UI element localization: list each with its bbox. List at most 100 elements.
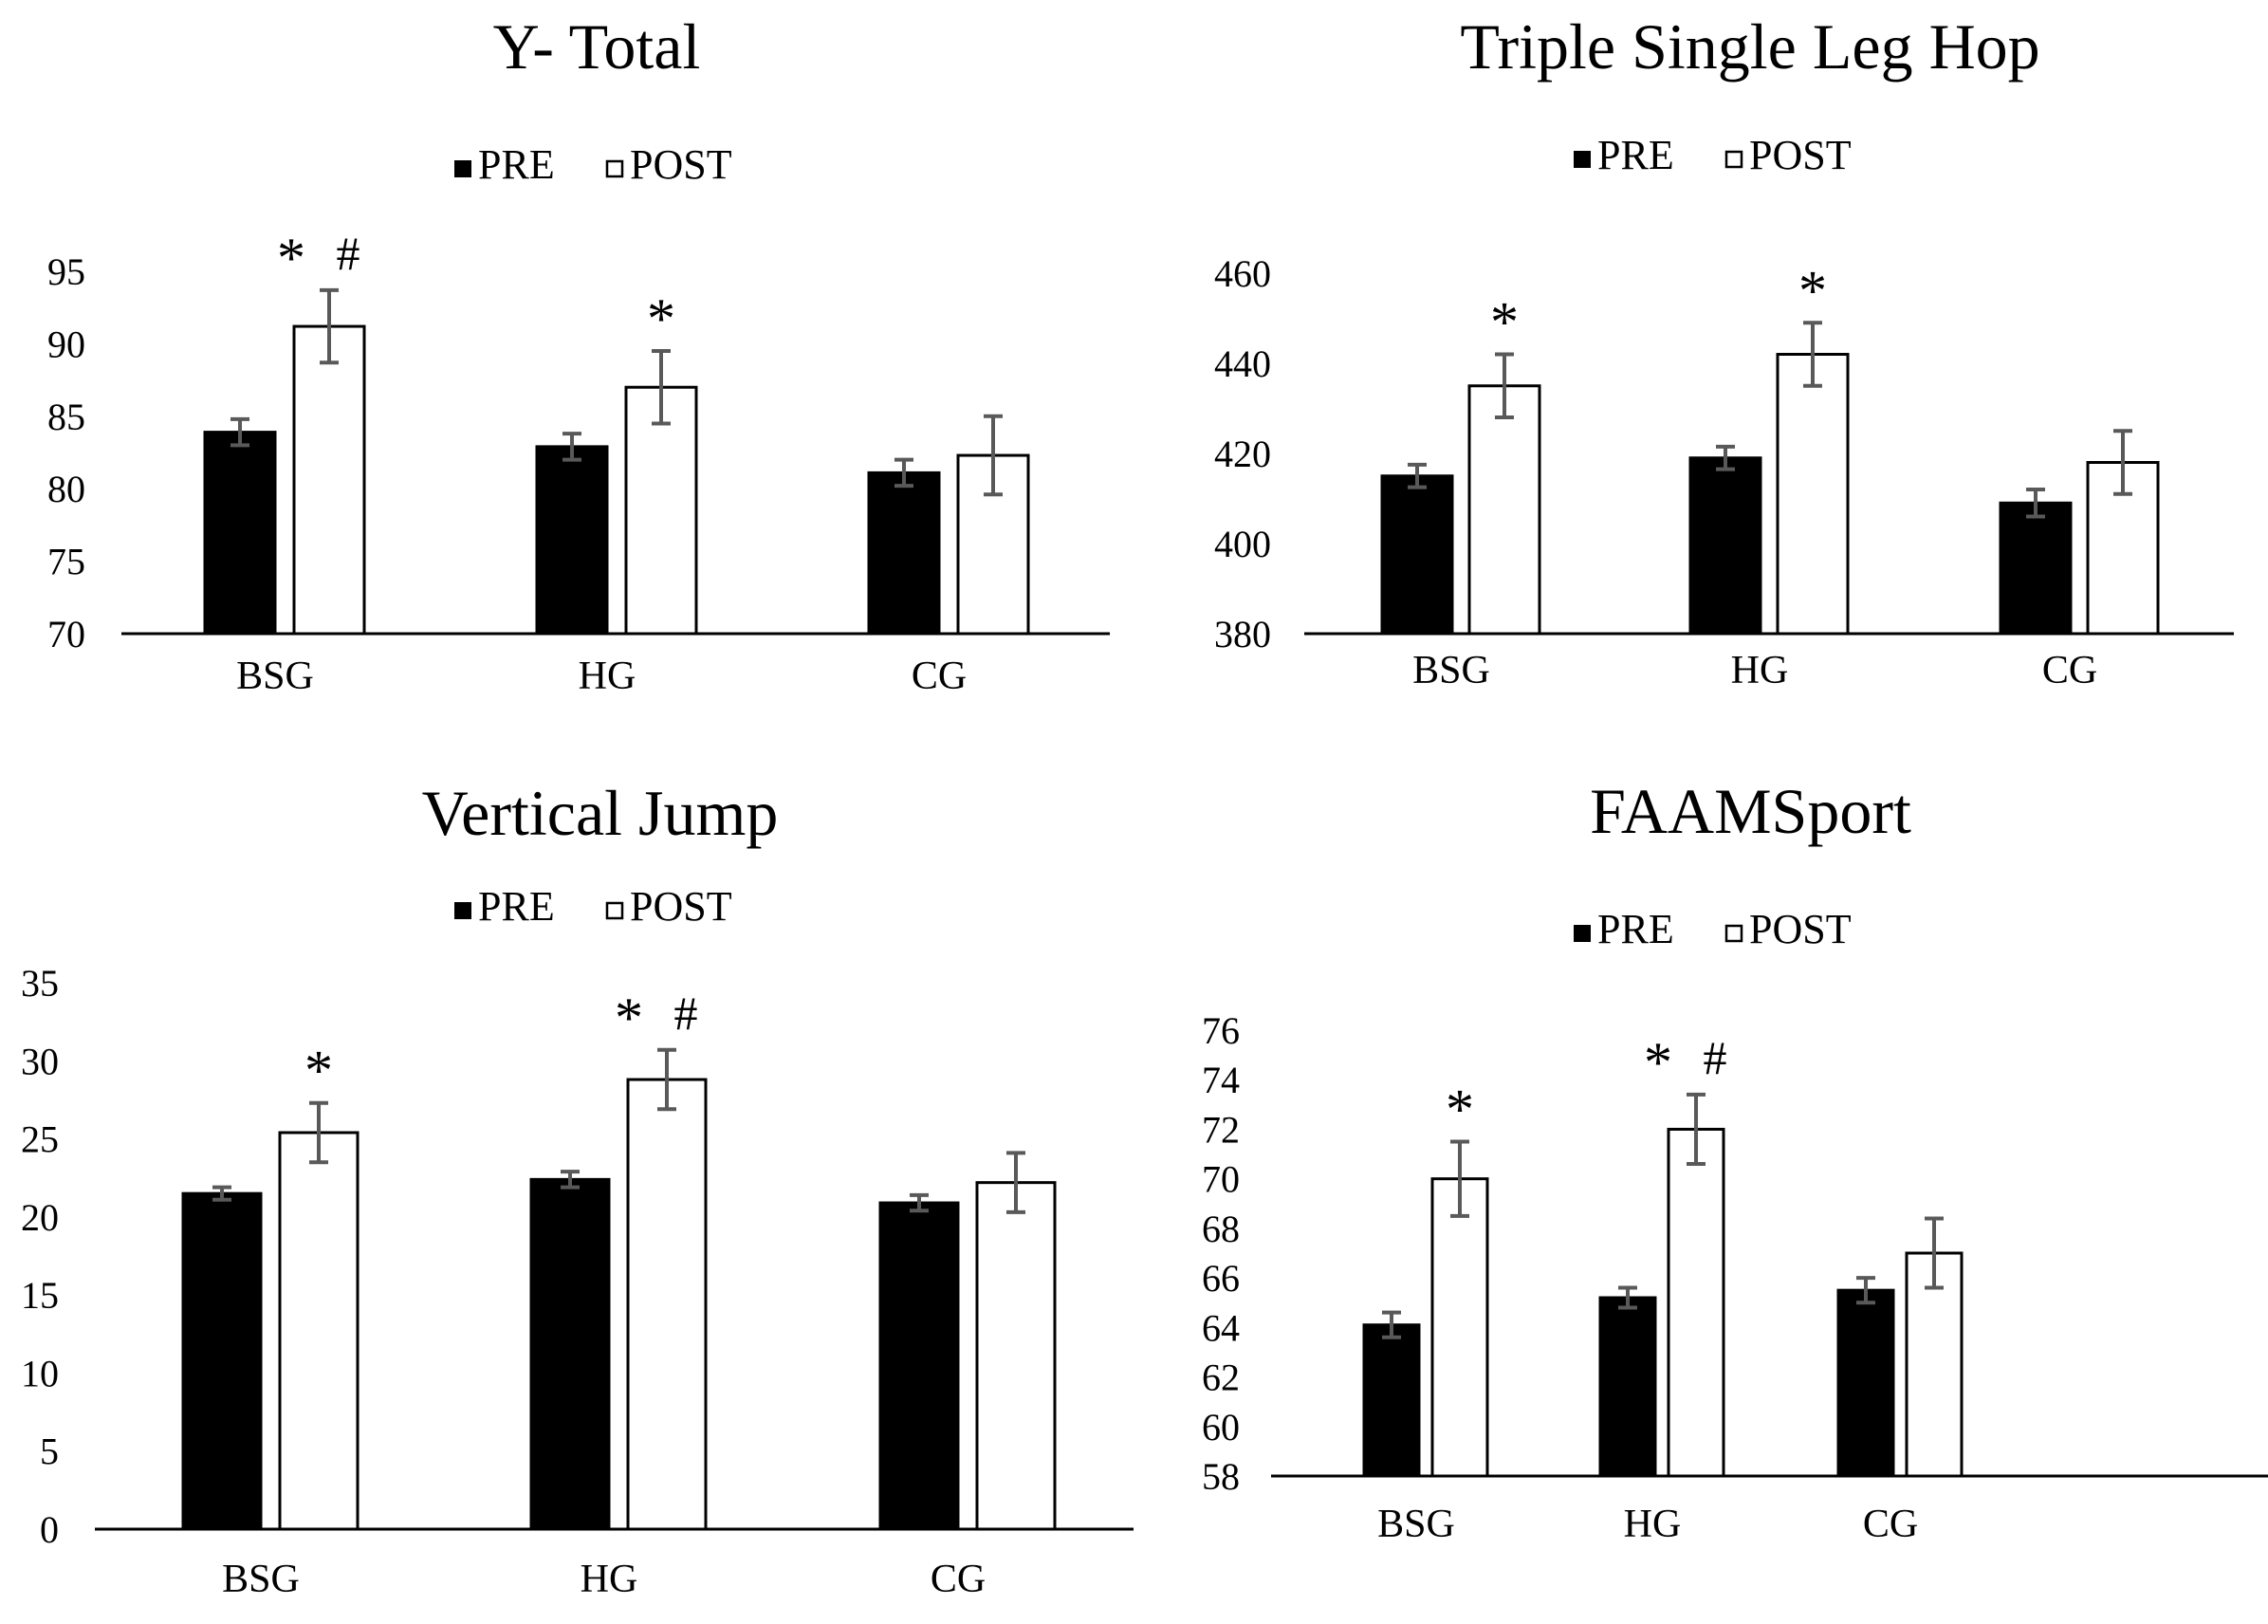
legend: PRE POST bbox=[1574, 906, 1852, 952]
x-category-label: HG bbox=[581, 1558, 638, 1601]
bar-post-bsg bbox=[292, 324, 366, 636]
error-bar-post-hg bbox=[652, 349, 671, 426]
y-tick-label: 0 bbox=[40, 1508, 59, 1551]
significance-star: * bbox=[1446, 1079, 1474, 1141]
error-bar-post-cg bbox=[1925, 1216, 1944, 1290]
y-tick-label: 68 bbox=[1202, 1208, 1240, 1250]
error-bar-pre-hg bbox=[561, 1170, 580, 1190]
chart-title: FAAMSport bbox=[1590, 775, 1911, 847]
y-tick-label: 58 bbox=[1202, 1455, 1240, 1498]
legend: PRE POST bbox=[454, 883, 732, 930]
x-category-label: CG bbox=[2042, 649, 2097, 692]
bar-post-bsg bbox=[1467, 384, 1541, 636]
error-bar-post-bsg bbox=[1450, 1139, 1469, 1218]
significance-hash: # bbox=[337, 227, 360, 280]
error-bar-post-cg bbox=[1006, 1151, 1025, 1214]
legend-swatch-pre bbox=[1574, 151, 1591, 168]
y-tick-label: 400 bbox=[1214, 523, 1271, 565]
legend-label-post: POST bbox=[1749, 906, 1852, 952]
y-tick-label: 85 bbox=[47, 396, 85, 438]
error-bar-pre-bsg bbox=[1382, 1310, 1401, 1339]
bar-pre-bsg bbox=[181, 1191, 263, 1531]
error-bar-post-hg bbox=[1687, 1092, 1706, 1166]
chart-panel-triple-single-leg-hop: Triple Single Leg Hop PRE POST 380 400 420 440… bbox=[1134, 0, 2268, 740]
y-tick-label: 70 bbox=[47, 613, 85, 655]
chart-title: Triple Single Leg Hop bbox=[1460, 10, 2039, 83]
legend-label-post: POST bbox=[1749, 132, 1852, 178]
y-tick-label: 95 bbox=[47, 250, 85, 293]
bar-post-hg bbox=[1776, 353, 1850, 636]
error-bar-post-hg bbox=[1803, 321, 1822, 388]
chart-panel-vertical-jump: Vertical Jump PRE POST 0 5 10 15 20 25 30 35 BSG HG C… bbox=[0, 759, 1134, 1624]
legend-swatch-pre bbox=[1574, 925, 1591, 942]
y-tick-label: 66 bbox=[1202, 1257, 1240, 1300]
legend: PRE POST bbox=[1574, 132, 1852, 178]
y-tick-label: 30 bbox=[21, 1040, 59, 1082]
legend-label-pre: PRE bbox=[478, 141, 555, 188]
chart-svg: FAAMSport PRE POST 58 60 62 64 66 68 70 72 74 76 BSG H… bbox=[1202, 775, 2268, 1546]
y-tick-label: 420 bbox=[1214, 433, 1271, 475]
bar-pre-cg bbox=[867, 471, 941, 636]
significance-star: * bbox=[1644, 1031, 1672, 1094]
legend: PRE POST bbox=[454, 141, 732, 188]
bar-post-bsg bbox=[1430, 1177, 1489, 1478]
x-category-label: BSG bbox=[222, 1558, 300, 1601]
y-tick-label: 70 bbox=[1202, 1158, 1240, 1201]
x-category-label: BSG bbox=[236, 655, 314, 698]
significance-hash: # bbox=[674, 987, 698, 1040]
legend-label-pre: PRE bbox=[1597, 906, 1674, 952]
bar-post-bsg bbox=[278, 1131, 360, 1531]
significance-star: * bbox=[1798, 259, 1827, 322]
y-tick-label: 90 bbox=[47, 323, 85, 365]
x-category-label: HG bbox=[1624, 1503, 1682, 1546]
legend-swatch-post bbox=[1724, 150, 1743, 169]
y-tick-label: 440 bbox=[1214, 342, 1271, 385]
error-bar-post-bsg bbox=[1495, 352, 1514, 419]
y-tick-label: 74 bbox=[1202, 1059, 1240, 1101]
x-category-label: CG bbox=[912, 655, 967, 698]
legend-label-pre: PRE bbox=[478, 883, 555, 930]
bar-post-hg bbox=[1667, 1127, 1725, 1478]
error-bar-pre-hg bbox=[562, 432, 581, 462]
y-tick-label: 64 bbox=[1202, 1306, 1240, 1349]
y-tick-label: 20 bbox=[21, 1196, 59, 1239]
y-tick-label: 35 bbox=[21, 962, 59, 1005]
error-bar-pre-hg bbox=[1716, 444, 1735, 471]
error-bar-pre-cg bbox=[2026, 488, 2045, 519]
error-bar-pre-cg bbox=[910, 1192, 929, 1213]
chart-title: Vertical Jump bbox=[422, 777, 779, 849]
y-tick-label: 75 bbox=[47, 541, 85, 583]
bar-pre-bsg bbox=[1362, 1323, 1421, 1478]
y-tick-label: 80 bbox=[47, 468, 85, 510]
error-bar-pre-hg bbox=[1618, 1285, 1637, 1310]
y-tick-label: 62 bbox=[1202, 1356, 1240, 1399]
significance-star: * bbox=[304, 1040, 333, 1102]
legend-swatch-pre bbox=[454, 902, 471, 919]
y-tick-label: 380 bbox=[1214, 613, 1271, 655]
chart-panel-faamsport: FAAMSport PRE POST 58 60 62 64 66 68 70 72 74 76 BSG H… bbox=[1134, 759, 2268, 1624]
y-tick-label: 460 bbox=[1214, 252, 1271, 295]
y-tick-label: 5 bbox=[40, 1430, 59, 1473]
legend-swatch-post bbox=[605, 901, 624, 920]
x-category-label: CG bbox=[1863, 1503, 1918, 1546]
bar-pre-hg bbox=[529, 1177, 611, 1531]
legend-swatch-pre bbox=[454, 160, 471, 177]
bar-post-cg bbox=[975, 1181, 1057, 1531]
error-bar-pre-bsg bbox=[212, 1185, 231, 1202]
bar-pre-cg bbox=[1836, 1288, 1895, 1478]
error-bar-pre-bsg bbox=[1408, 462, 1427, 489]
significance-star: * bbox=[277, 227, 305, 289]
error-bar-post-bsg bbox=[309, 1100, 328, 1165]
chart-svg: Y- Total PRE POST 70 75 80 85 90 95 BSG HG CG * # * bbox=[47, 10, 1110, 698]
legend-swatch-post bbox=[1724, 924, 1743, 943]
bar-post-hg bbox=[626, 1078, 708, 1531]
y-tick-label: 76 bbox=[1202, 1009, 1240, 1052]
significance-hash: # bbox=[1704, 1031, 1727, 1084]
bar-pre-hg bbox=[1688, 456, 1762, 636]
x-category-label: CG bbox=[931, 1558, 986, 1601]
legend-label-pre: PRE bbox=[1597, 132, 1674, 178]
bar-pre-hg bbox=[1598, 1296, 1657, 1478]
significance-star: * bbox=[647, 287, 675, 350]
error-bar-pre-cg bbox=[894, 457, 913, 489]
chart-title: Y- Total bbox=[493, 10, 701, 83]
